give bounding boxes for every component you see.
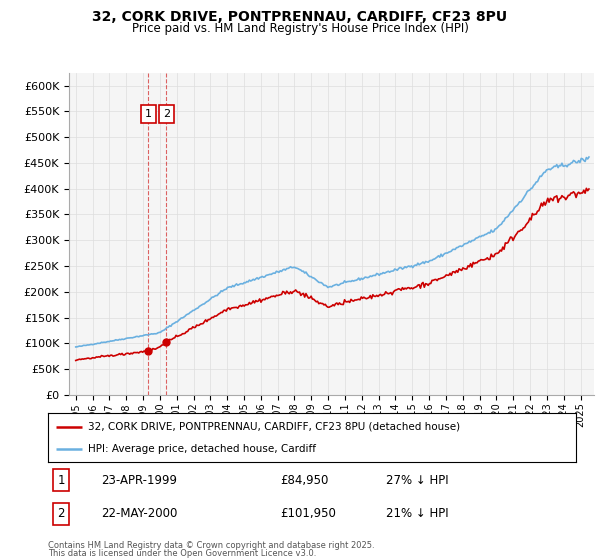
Text: 23-APR-1999: 23-APR-1999 (101, 474, 177, 487)
Text: HPI: Average price, detached house, Cardiff: HPI: Average price, detached house, Card… (88, 444, 316, 454)
Text: 1: 1 (145, 109, 152, 119)
Text: 32, CORK DRIVE, PONTPRENNAU, CARDIFF, CF23 8PU (detached house): 32, CORK DRIVE, PONTPRENNAU, CARDIFF, CF… (88, 422, 460, 432)
Text: Price paid vs. HM Land Registry's House Price Index (HPI): Price paid vs. HM Land Registry's House … (131, 22, 469, 35)
Text: 22-MAY-2000: 22-MAY-2000 (101, 507, 177, 520)
Text: 27% ↓ HPI: 27% ↓ HPI (386, 474, 449, 487)
Text: 32, CORK DRIVE, PONTPRENNAU, CARDIFF, CF23 8PU: 32, CORK DRIVE, PONTPRENNAU, CARDIFF, CF… (92, 10, 508, 24)
Text: 1: 1 (58, 474, 65, 487)
Text: This data is licensed under the Open Government Licence v3.0.: This data is licensed under the Open Gov… (48, 549, 316, 558)
Text: 2: 2 (58, 507, 65, 520)
Text: £84,950: £84,950 (280, 474, 329, 487)
Text: 21% ↓ HPI: 21% ↓ HPI (386, 507, 449, 520)
Text: 2: 2 (163, 109, 170, 119)
Text: Contains HM Land Registry data © Crown copyright and database right 2025.: Contains HM Land Registry data © Crown c… (48, 541, 374, 550)
Text: £101,950: £101,950 (280, 507, 336, 520)
